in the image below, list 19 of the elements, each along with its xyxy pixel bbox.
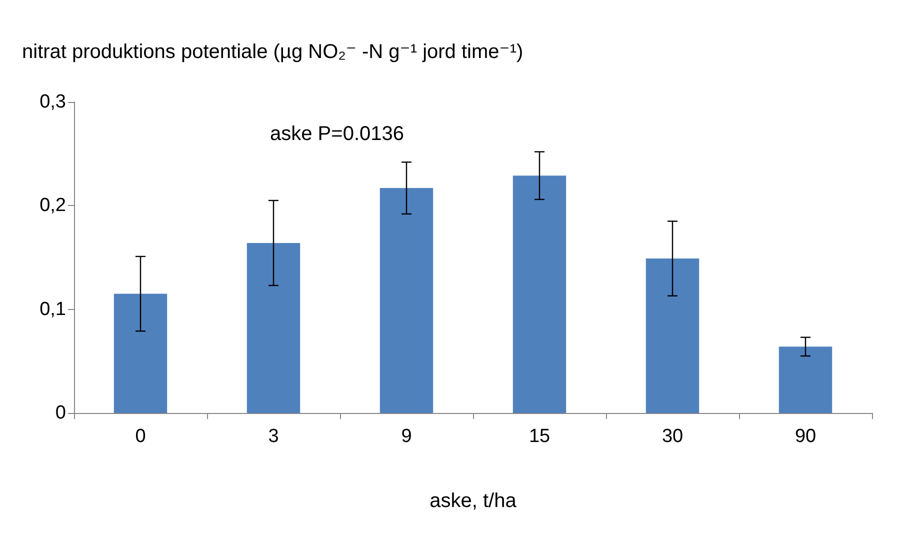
x-tick-label: 9 [401,426,412,447]
y-tick-label: 0,1 [40,298,66,320]
x-tick-label: 15 [528,426,550,447]
x-tick-label: 90 [794,426,816,447]
bar [114,294,168,413]
y-axis-title: nitrat produktions potentiale (µg NO₂⁻ -N g⁻¹ jord time⁻¹) [22,41,524,63]
annotation: aske P=0.0136 [270,123,404,145]
y-tick-label: 0,2 [40,195,66,216]
y-tick-label: 0 [55,402,66,424]
bar [512,176,566,413]
bar [778,346,832,413]
x-axis-title: aske, t/ha [430,490,518,512]
x-tick-label: 30 [662,426,684,447]
x-tick-label: 0 [135,426,146,447]
y-tick-label: 0,3 [40,92,66,112]
bar [246,242,300,413]
bar [646,258,700,413]
x-tick-label: 3 [268,426,279,447]
bar [380,188,434,413]
